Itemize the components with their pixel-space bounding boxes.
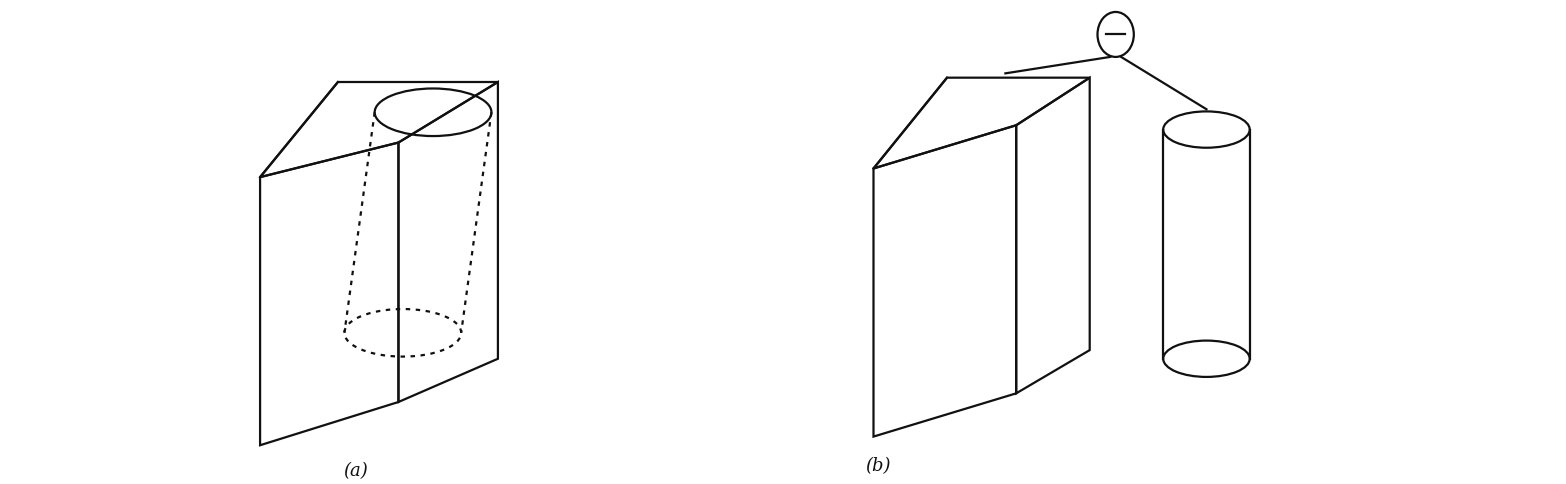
Text: (a): (a) — [343, 462, 368, 480]
Text: (b): (b) — [864, 457, 891, 475]
